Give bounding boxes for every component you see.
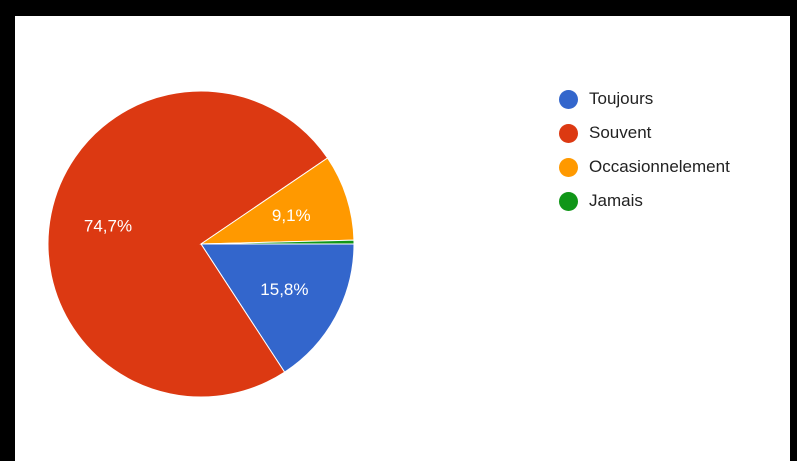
- legend-label: Toujours: [589, 89, 654, 108]
- legend: Toujours Souvent Occasionnelement Jamais: [559, 82, 730, 218]
- slice-label-occasionnelement: 9,1%: [272, 206, 311, 225]
- pie-slice-souvent[interactable]: [47, 90, 329, 398]
- legend-swatch: [559, 123, 578, 143]
- legend-label: Occasionnelement: [589, 157, 730, 176]
- legend-item-jamais[interactable]: Jamais: [559, 184, 730, 218]
- legend-swatch: [559, 89, 578, 109]
- pie-slice-occasionnelement[interactable]: [199, 157, 355, 245]
- legend-item-occasionnelement[interactable]: Occasionnelement: [559, 150, 730, 184]
- pie-slice-toujours[interactable]: [200, 243, 355, 373]
- legend-label: Souvent: [589, 123, 652, 142]
- pie-slice-jamais[interactable]: [200, 239, 355, 245]
- legend-item-toujours[interactable]: Toujours: [559, 82, 730, 116]
- legend-swatch: [559, 191, 578, 211]
- legend-item-souvent[interactable]: Souvent: [559, 116, 730, 150]
- legend-swatch: [559, 157, 578, 177]
- slice-label-toujours: 15,8%: [260, 280, 308, 299]
- slice-label-souvent: 74,7%: [84, 216, 132, 235]
- legend-label: Jamais: [589, 191, 643, 210]
